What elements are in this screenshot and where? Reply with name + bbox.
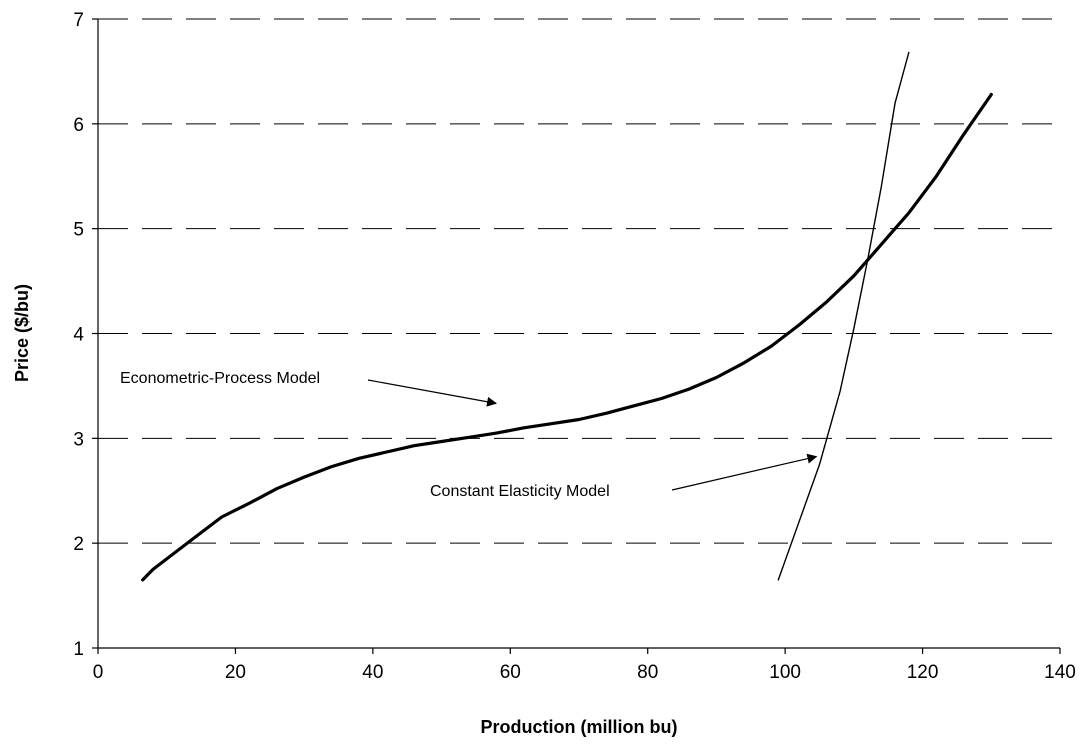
y-tick-label-4: 4 [73, 325, 84, 346]
x-tick-label-0: 0 [93, 662, 104, 683]
annotations: Econometric-Process Model Constant Elasti… [120, 370, 818, 500]
y-tick-label-7: 7 [73, 10, 84, 31]
x-tick-label-140: 140 [1044, 662, 1076, 683]
x-axis-title: Production (million bu) [481, 717, 678, 737]
ticks: 1 2 3 4 5 6 7 0 20 40 60 80 100 120 140 [73, 10, 1075, 683]
x-tick-label-120: 120 [907, 662, 939, 683]
annotation-arrow-econometric [367, 379, 498, 407]
x-tick-label-100: 100 [769, 662, 801, 683]
y-tick-label-2: 2 [73, 534, 84, 555]
series-line-constant-elasticity [777, 51, 910, 581]
annotation-label-constant-elasticity: Constant Elasticity Model [430, 483, 610, 500]
annotation-arrow-constant-elasticity [671, 453, 818, 491]
y-axis-title: Price ($/bu) [12, 284, 32, 382]
x-tick-label-40: 40 [362, 662, 383, 683]
y-tick-label-1: 1 [73, 639, 84, 660]
x-tick-label-20: 20 [225, 662, 246, 683]
x-tick-label-80: 80 [637, 662, 658, 683]
series-line-econometric-process [141, 92, 993, 582]
y-tick-label-6: 6 [73, 115, 84, 136]
x-tick-label-60: 60 [500, 662, 521, 683]
annotation-label-econometric: Econometric-Process Model [120, 370, 320, 387]
y-tick-label-5: 5 [73, 220, 84, 241]
y-tick-label-3: 3 [73, 429, 84, 450]
series [141, 51, 993, 582]
gridlines [98, 18, 1060, 544]
